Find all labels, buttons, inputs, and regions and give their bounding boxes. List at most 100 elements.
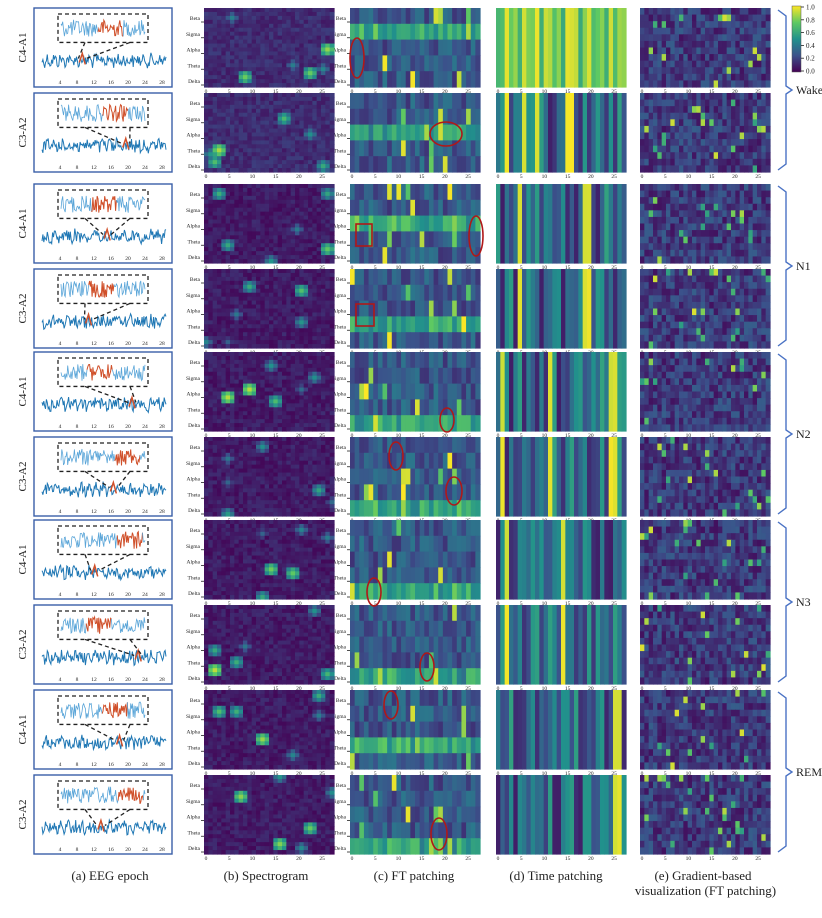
freq-band-label: Theta <box>187 492 200 498</box>
freq-band-label: Sigma <box>186 461 201 467</box>
freq-band-label: Beta <box>336 16 347 22</box>
time-tick-label: 15 <box>273 686 279 692</box>
time-tick-label: 20 <box>732 174 738 180</box>
stage-bracket <box>777 353 794 515</box>
annotation-box <box>355 303 375 327</box>
annotation-ellipse <box>349 37 365 79</box>
freq-band-label: Sigma <box>186 714 201 720</box>
gradient-heatmap <box>640 184 771 264</box>
time-tick-label: 15 <box>709 771 715 777</box>
time-tick-label: 0 <box>497 174 500 180</box>
eeg-time-tick: 4 <box>59 165 62 171</box>
time-tick-label: 20 <box>296 856 302 862</box>
freq-band-label: Sigma <box>332 544 347 550</box>
annotation-ellipse <box>366 577 382 607</box>
freq-band-label: Alpha <box>187 309 201 315</box>
zoom-highlight-trace <box>86 363 113 381</box>
time-tick-label: 25 <box>465 433 471 439</box>
freq-band-label: Sigma <box>186 293 201 299</box>
zoom-connector-line <box>129 639 143 656</box>
eeg-time-tick: 4 <box>59 592 62 598</box>
time-tick-label: 10 <box>686 601 692 607</box>
stage-bracket <box>777 9 794 171</box>
time-tick-label: 20 <box>296 771 302 777</box>
time-tick-label: 10 <box>396 771 402 777</box>
channel-label: C3-A2 <box>17 630 29 660</box>
freq-band-label: Theta <box>187 745 200 751</box>
annotation-ellipse <box>430 817 448 851</box>
eeg-time-tick: 24 <box>142 762 148 768</box>
gradient-heatmap <box>640 775 771 855</box>
time-tick-label: 5 <box>228 265 231 271</box>
eeg-time-tick: 12 <box>91 256 97 262</box>
freq-band-label: Sigma <box>186 629 201 635</box>
zoom-signal-trace <box>60 531 118 549</box>
time-tick-label: 15 <box>565 856 571 862</box>
time-tick-label: 10 <box>250 686 256 692</box>
eeg-time-tick: 8 <box>76 847 79 853</box>
time-tick-label: 25 <box>319 601 325 607</box>
freq-band-label: Delta <box>334 591 346 597</box>
time-tick-label: 0 <box>641 89 644 95</box>
zoom-connector-line <box>77 42 86 59</box>
freq-band-label: Delta <box>334 164 346 170</box>
zoom-highlight-trace <box>116 530 143 549</box>
time-tick-label: 25 <box>611 433 617 439</box>
freq-band-label: Theta <box>333 830 346 836</box>
freq-band-label: Sigma <box>332 32 347 38</box>
annotation-ellipse <box>383 690 399 720</box>
freq-band-label: Delta <box>188 255 200 261</box>
zoom-connector-line <box>104 808 131 827</box>
time-tick-label: 5 <box>664 856 667 862</box>
time-tick-label: 15 <box>419 771 425 777</box>
freq-band-label: Delta <box>334 846 346 852</box>
eeg-time-tick: 28 <box>159 847 165 853</box>
eeg-highlight-segment <box>84 311 93 326</box>
stage-label-n1: N1 <box>796 259 811 273</box>
time-tick-label: 10 <box>686 174 692 180</box>
freq-band-label: Sigma <box>186 208 201 214</box>
time-tick-label: 5 <box>520 771 523 777</box>
freq-band-label: Alpha <box>333 645 347 651</box>
freq-band-label: Sigma <box>332 799 347 805</box>
time-tick-label: 0 <box>497 771 500 777</box>
eeg-signal-trace <box>41 228 167 246</box>
channel-label: C4-A1 <box>17 377 29 407</box>
time-tick-label: 20 <box>442 89 448 95</box>
time-tick-label: 25 <box>755 265 761 271</box>
zoom-connector-line <box>116 471 131 488</box>
freq-band-label: Theta <box>187 407 200 413</box>
time-patching-heatmap <box>496 352 627 432</box>
freq-band-label: Delta <box>188 340 200 346</box>
channel-label: C3-A2 <box>17 294 29 324</box>
freq-band-label: Delta <box>334 423 346 429</box>
freq-band-label: Sigma <box>332 714 347 720</box>
eeg-time-tick: 12 <box>91 762 97 768</box>
time-tick-label: 25 <box>611 174 617 180</box>
freq-band-label: Beta <box>336 698 347 704</box>
time-tick-label: 0 <box>497 601 500 607</box>
time-tick-label: 15 <box>565 174 571 180</box>
freq-band-label: Alpha <box>333 560 347 566</box>
freq-band-label: Delta <box>334 761 346 767</box>
eeg-highlight-segment <box>128 394 136 409</box>
time-tick-label: 5 <box>520 433 523 439</box>
eeg-highlight-segment <box>91 562 99 577</box>
time-tick-label: 20 <box>442 174 448 180</box>
time-tick-label: 0 <box>205 856 208 862</box>
freq-band-label: Beta <box>190 192 201 198</box>
zoom-highlight-trace <box>85 615 112 634</box>
freq-band-label: Delta <box>188 761 200 767</box>
time-tick-label: 10 <box>542 174 548 180</box>
time-tick-label: 15 <box>273 856 279 862</box>
time-tick-label: 15 <box>709 856 715 862</box>
eeg-signal-trace <box>41 396 167 414</box>
time-tick-label: 5 <box>228 174 231 180</box>
zoom-signal-trace <box>127 105 146 122</box>
time-tick-label: 10 <box>686 89 692 95</box>
freq-band-label: Beta <box>190 16 201 22</box>
caption-eeg-epoch: (a) EEG epoch <box>71 868 149 883</box>
zoom-highlight-trace <box>102 103 129 123</box>
freq-band-label: Delta <box>334 508 346 514</box>
zoom-connector-line <box>129 386 137 403</box>
